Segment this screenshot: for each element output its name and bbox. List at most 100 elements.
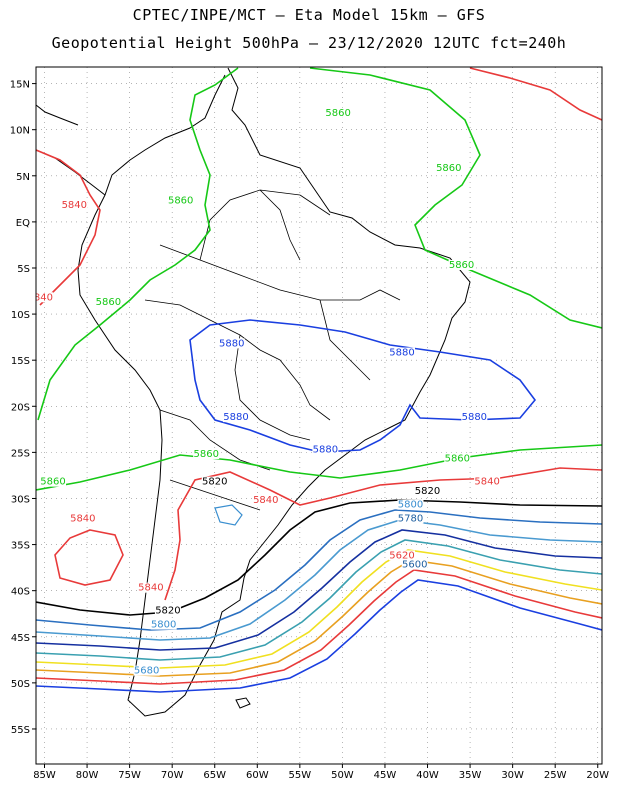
contour-label-background bbox=[461, 412, 488, 423]
contour-label-background bbox=[325, 107, 352, 118]
contour-label: 5840 bbox=[62, 200, 87, 211]
contour-label: 5620 bbox=[389, 550, 414, 561]
contour-label: 5840 bbox=[28, 292, 53, 303]
falkland-islands bbox=[235, 697, 251, 709]
lon-tick-label: 85W bbox=[33, 770, 56, 781]
lon-tick-label: 80W bbox=[76, 770, 99, 781]
lat-lon-grid bbox=[36, 67, 602, 764]
contour-5840-north bbox=[36, 149, 101, 306]
lat-tick-label: 5S bbox=[17, 264, 30, 275]
contour-5760 bbox=[36, 529, 602, 651]
contour-label: 5860 bbox=[40, 477, 65, 488]
lon-tick-label: 70W bbox=[161, 770, 184, 781]
contour-label: 5860 bbox=[193, 449, 218, 460]
contour-label-background bbox=[388, 550, 415, 561]
contour-label: 5880 bbox=[223, 412, 248, 423]
contour-5860-atlantic bbox=[309, 67, 602, 329]
lon-tick-label: 40W bbox=[416, 770, 439, 781]
lat-tick-label: 10S bbox=[11, 310, 30, 321]
contour-label-background bbox=[401, 559, 428, 570]
lat-tick-label: 35S bbox=[11, 541, 30, 552]
lat-tick-label: 5N bbox=[16, 172, 30, 183]
contour-label: 5860 bbox=[96, 297, 121, 308]
country-borders bbox=[144, 189, 401, 511]
lon-tick-label: 30W bbox=[501, 770, 524, 781]
lat-tick-label: EQ bbox=[16, 218, 30, 229]
contour-label-background bbox=[474, 476, 501, 487]
contour-5740 bbox=[36, 539, 602, 661]
contour-label-background bbox=[40, 476, 67, 487]
contour-label-background bbox=[154, 605, 181, 616]
contour-label: 5880 bbox=[462, 412, 487, 423]
lat-tick-label: 40S bbox=[11, 587, 30, 598]
contour-label: 5820 bbox=[415, 486, 440, 497]
lat-tick-label: 10N bbox=[10, 126, 30, 137]
map-title: CPTEC/INPE/MCT – Eta Model 15km – GFS bbox=[132, 6, 486, 24]
contour-labels: 5860 5860 5860 5860 5860 5860 5860 5860 5880 5880… bbox=[28, 107, 501, 677]
contour-label: 5680 bbox=[134, 666, 159, 677]
map-subtitle: Geopotential Height 500hPa – 23/12/2020 … bbox=[51, 34, 567, 52]
contour-label-background bbox=[61, 200, 88, 211]
contour-label: 5800 bbox=[151, 620, 176, 631]
contour-label-background bbox=[435, 163, 462, 174]
contour-label: 5800 bbox=[398, 500, 423, 511]
lon-tick-label: 20W bbox=[586, 770, 609, 781]
contour-label-background bbox=[444, 453, 471, 464]
contour-label: 5820 bbox=[202, 477, 227, 488]
contour-label-background bbox=[95, 296, 122, 307]
lat-tick-label: 25S bbox=[11, 448, 30, 459]
lon-tick-label: 45W bbox=[374, 770, 397, 781]
lat-tick-label: 15S bbox=[11, 356, 30, 367]
contour-5840-main bbox=[164, 467, 602, 601]
contour-label: 5880 bbox=[219, 338, 244, 349]
lon-tick-label: 55W bbox=[289, 770, 312, 781]
contour-label: 5860 bbox=[325, 108, 350, 119]
contour-5780 bbox=[36, 519, 602, 641]
contour-label: 5880 bbox=[389, 348, 414, 359]
lat-tick-label: 55S bbox=[11, 725, 30, 736]
contour-label-background bbox=[150, 619, 177, 630]
contour-label-background bbox=[137, 582, 164, 593]
central-america-coastline bbox=[36, 104, 106, 196]
coastline-borders bbox=[36, 67, 471, 717]
contour-label-background bbox=[312, 444, 339, 455]
contour-label: 5860 bbox=[445, 454, 470, 465]
map-frame bbox=[35, 66, 603, 765]
contour-5700 bbox=[36, 559, 602, 677]
contour-label-background bbox=[193, 448, 220, 459]
contour-label: 5840 bbox=[70, 514, 95, 525]
lon-tick-label: 65W bbox=[203, 770, 226, 781]
contour-label-background bbox=[223, 412, 250, 423]
contour-label-background bbox=[218, 338, 245, 349]
axis-ticks: 15N 10N 5N EQ 5S 10S 15S 20S 25S 30S 35S 40S 45S 50S 5… bbox=[10, 80, 609, 781]
lat-tick-label: 45S bbox=[11, 633, 30, 644]
contour-label: 5600 bbox=[402, 560, 427, 571]
lon-tick-label: 75W bbox=[118, 770, 141, 781]
contour-label: 5840 bbox=[474, 477, 499, 488]
contour-5660 bbox=[36, 569, 602, 685]
contour-label: 5780 bbox=[398, 514, 423, 525]
contour-label-background bbox=[397, 499, 424, 510]
contour-label: 5860 bbox=[449, 260, 474, 271]
contour-label-background bbox=[36, 292, 54, 303]
contour-label-background bbox=[201, 476, 228, 487]
lat-tick-label: 30S bbox=[11, 494, 30, 505]
contour-label: 5820 bbox=[155, 606, 180, 617]
lat-tick-label: 20S bbox=[11, 402, 30, 413]
contour-5800 bbox=[36, 509, 602, 631]
contour-label-background bbox=[388, 347, 415, 358]
contour-label: 5860 bbox=[436, 163, 461, 174]
contour-5860-south bbox=[36, 444, 602, 491]
contour-label-background bbox=[252, 495, 279, 506]
contour-5860-north bbox=[37, 67, 239, 421]
contour-5720 bbox=[36, 549, 602, 669]
lon-tick-label: 60W bbox=[246, 770, 269, 781]
contour-label-background bbox=[133, 665, 160, 676]
contour-label: 5840 bbox=[253, 495, 278, 506]
lat-tick-label: 15N bbox=[10, 80, 30, 91]
contour-label: 5840 bbox=[138, 583, 163, 594]
lon-tick-label: 50W bbox=[331, 770, 354, 781]
contour-5620 bbox=[36, 579, 602, 693]
lon-tick-label: 25W bbox=[544, 770, 567, 781]
